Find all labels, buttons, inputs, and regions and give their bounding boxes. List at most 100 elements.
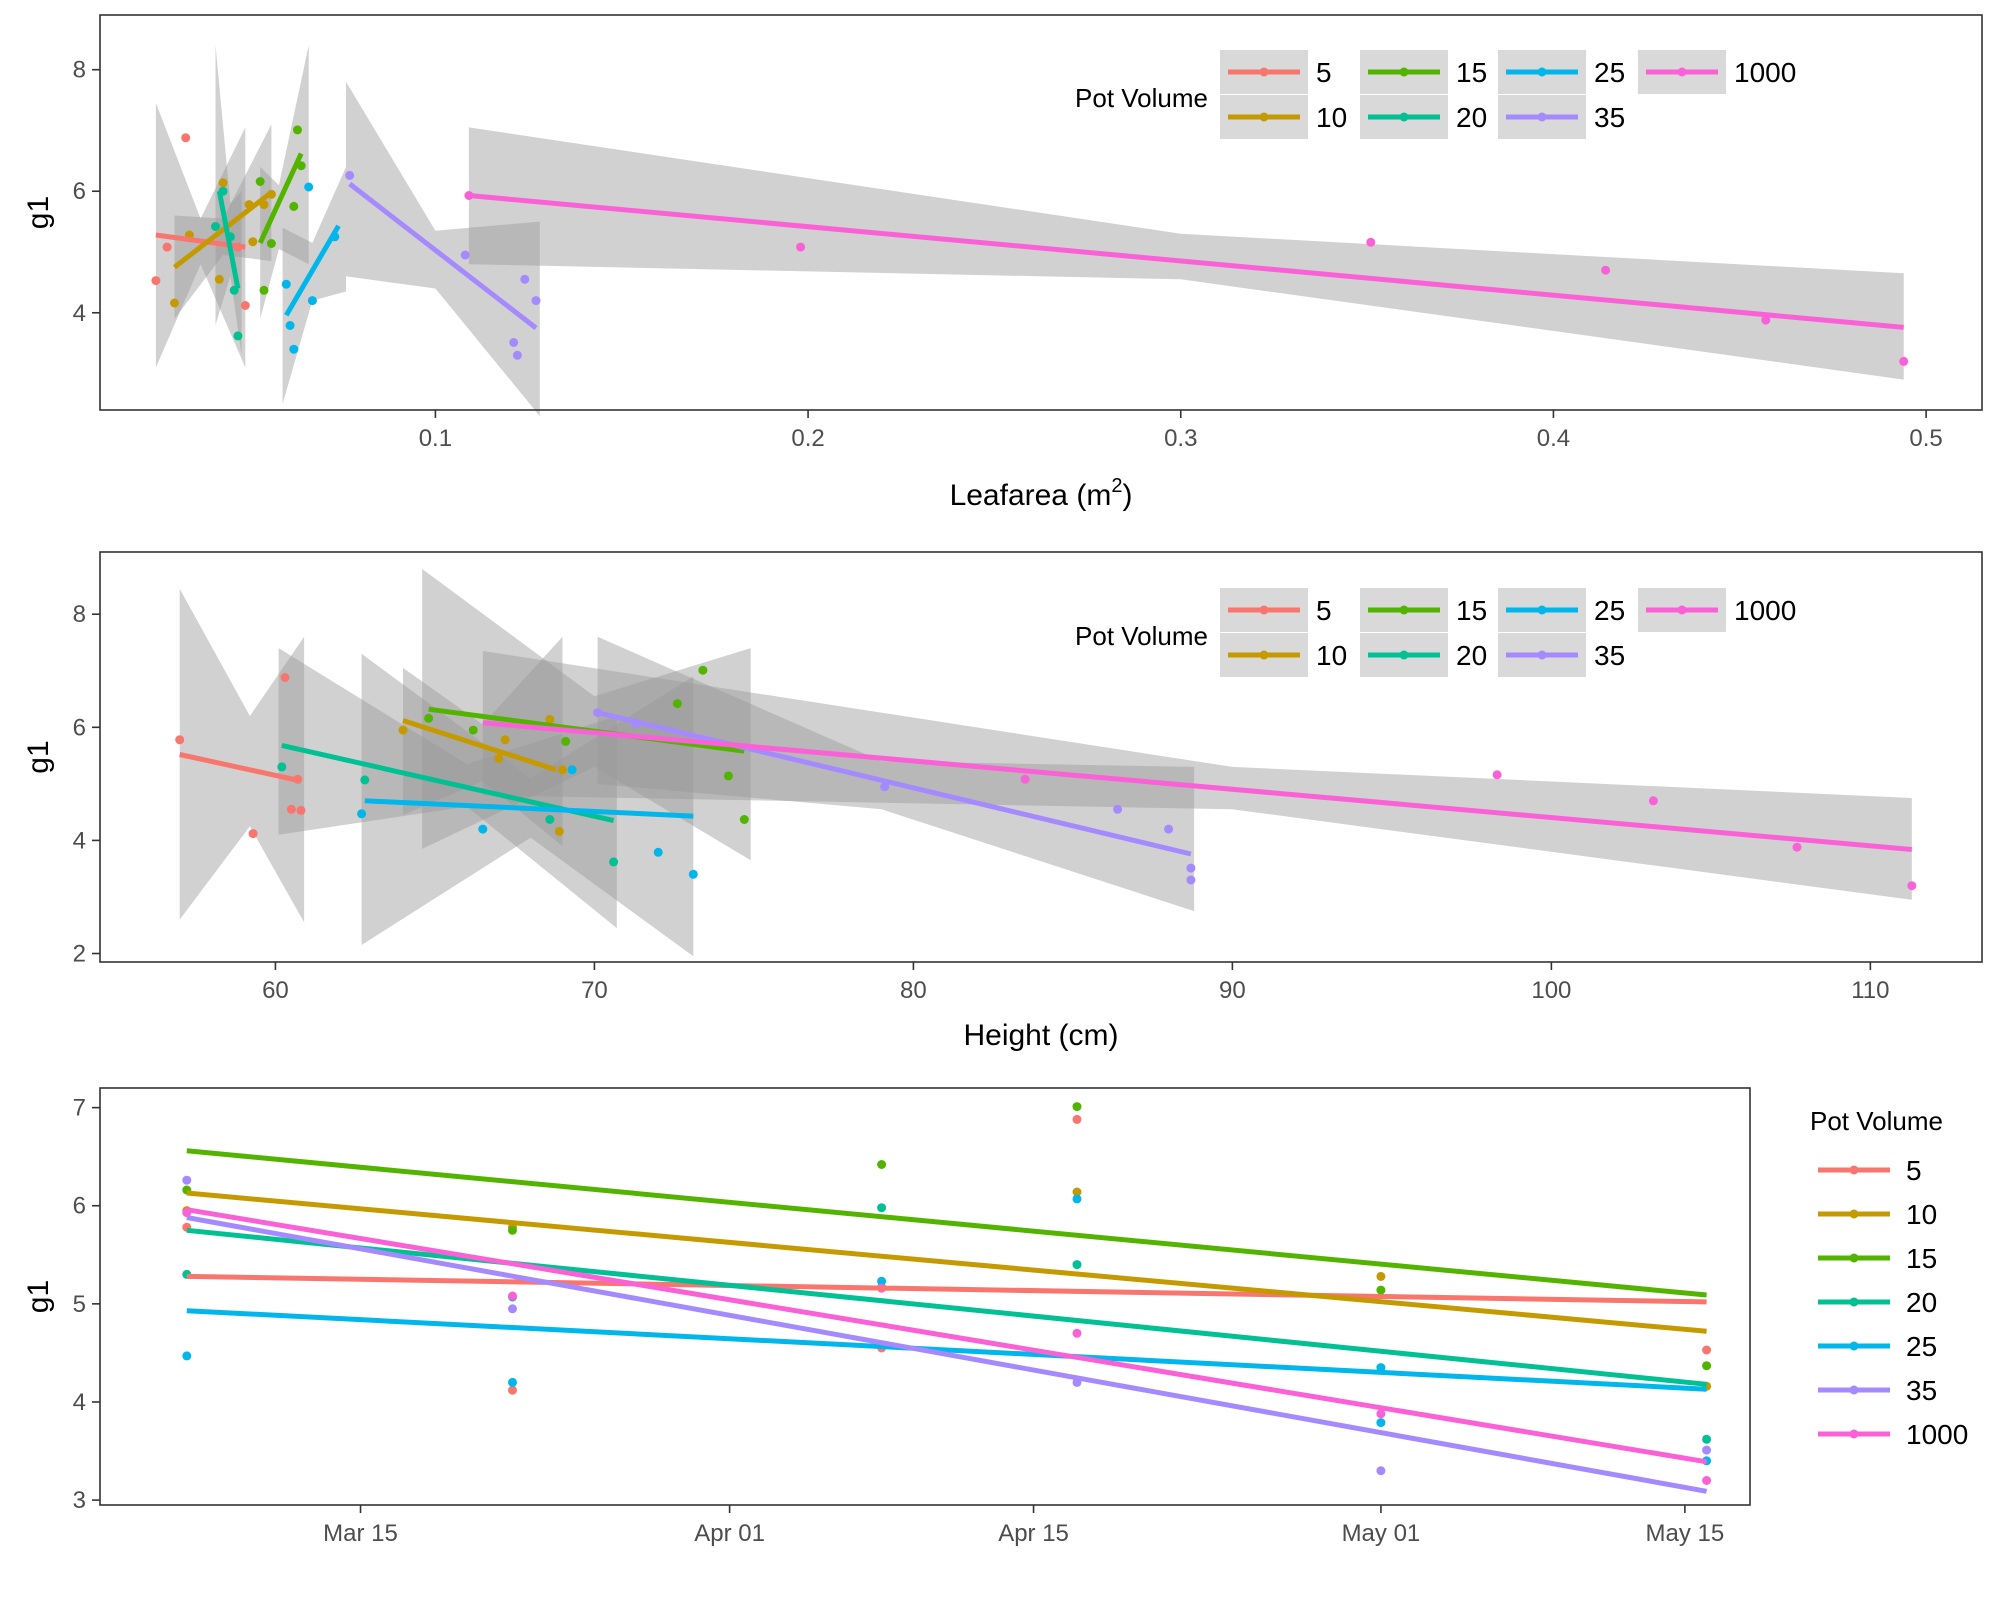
data-point-15 [1702, 1361, 1712, 1371]
legend-label-20: 20 [1906, 1287, 1937, 1318]
data-point-35 [520, 274, 530, 284]
legend-label-35: 35 [1906, 1375, 1937, 1406]
legend-key-point-20 [1849, 1297, 1859, 1307]
data-point-25 [182, 1351, 192, 1361]
data-point-10 [1072, 1187, 1082, 1197]
data-point-1000 [1648, 796, 1658, 806]
legend-key-point-20 [1399, 112, 1409, 122]
data-point-10 [494, 753, 504, 763]
y-tick-label: 4 [73, 300, 86, 327]
x-tick-label: May 01 [1342, 1520, 1421, 1547]
legend-label-20: 20 [1456, 102, 1487, 133]
legend-key-point-1000 [1677, 605, 1687, 615]
data-point-15 [468, 725, 478, 735]
data-point-10 [170, 298, 179, 308]
data-point-20 [545, 815, 555, 824]
data-point-35 [1113, 804, 1123, 814]
legend-label-25: 25 [1594, 595, 1625, 626]
legend-label-1000: 1000 [1734, 57, 1796, 88]
confidence-band-25 [282, 166, 346, 404]
legend-label-35: 35 [1594, 640, 1625, 671]
y-axis-title: g1 [22, 740, 55, 773]
data-point-5 [248, 829, 258, 839]
data-point-25 [877, 1276, 887, 1286]
data-point-10 [1376, 1271, 1386, 1281]
legend-label-5: 5 [1316, 595, 1332, 626]
data-point-35 [1186, 863, 1196, 873]
legend-key-point-35 [1849, 1385, 1859, 1395]
legend-title: Pot Volume [1075, 83, 1208, 113]
data-point-15 [266, 239, 276, 248]
data-point-15 [877, 1160, 887, 1169]
x-axis-title-end: ) [1122, 479, 1132, 512]
x-tick-label: 0.1 [419, 425, 452, 452]
data-point-15 [255, 177, 265, 186]
x-tick-label: 110 [1851, 977, 1889, 1004]
legend-label-25: 25 [1594, 57, 1625, 88]
fit-line-10 [172, 190, 273, 270]
fit-line-15 [186, 1148, 1707, 1298]
legend-key-point-15 [1399, 605, 1409, 615]
legend: Pot Volume 5 10 15 20 25 35 1000 [1075, 588, 1796, 677]
legend-key-point-35 [1537, 112, 1547, 122]
confidence-band-35 [597, 636, 1195, 912]
legend-key-point-10 [1849, 1209, 1859, 1219]
x-tick-label: Apr 15 [998, 1520, 1069, 1547]
legend-key-point-5 [1259, 67, 1269, 77]
confidence-band-15 [422, 569, 751, 861]
data-point-20 [233, 331, 243, 341]
legend-key-point-25 [1849, 1341, 1859, 1351]
data-point-5 [151, 276, 161, 286]
data-point-15 [698, 665, 708, 675]
data-point-35 [508, 1304, 517, 1314]
legend-label-35: 35 [1594, 102, 1625, 133]
data-point-35 [1164, 824, 1174, 834]
data-point-1000 [1899, 356, 1909, 366]
legend-label-1000: 1000 [1906, 1419, 1968, 1450]
data-point-25 [653, 847, 663, 857]
data-point-15 [259, 285, 269, 295]
legend-key-point-10 [1259, 650, 1269, 660]
legend: Pot Volume 5 10 15 20 25 35 1000 [1075, 50, 1796, 139]
data-point-5 [240, 301, 250, 310]
confidence-band-15 [260, 45, 309, 319]
data-point-20 [360, 775, 370, 785]
data-point-35 [512, 350, 522, 360]
data-point-25 [1072, 1194, 1082, 1204]
legend-label-10: 10 [1316, 102, 1347, 133]
legend-label-1000: 1000 [1734, 595, 1796, 626]
legend-key-point-15 [1399, 67, 1409, 77]
data-point-5 [162, 242, 172, 252]
data-point-10 [554, 826, 564, 836]
data-point-20 [877, 1203, 887, 1213]
confidence-band-5 [179, 588, 305, 923]
data-point-35 [1702, 1445, 1712, 1455]
y-tick-label: 6 [73, 714, 86, 741]
x-tick-label: 70 [581, 977, 608, 1004]
x-tick-label: 100 [1531, 977, 1571, 1004]
panel-frame [99, 1087, 1751, 1506]
data-point-5 [280, 673, 290, 682]
data-point-35 [1186, 875, 1196, 885]
confidence-band-1000 [468, 127, 1904, 380]
legend-label-10: 10 [1316, 640, 1347, 671]
data-point-25 [281, 279, 291, 289]
y-tick-label: 4 [73, 827, 86, 854]
data-point-10 [545, 714, 555, 724]
legend-key-point-25 [1537, 67, 1547, 77]
legend-key-point-35 [1537, 650, 1547, 660]
legend-key-point-1000 [1849, 1429, 1859, 1439]
fit-line-5 [186, 1273, 1707, 1305]
data-point-15 [508, 1225, 517, 1235]
legend-key-point-15 [1849, 1253, 1859, 1263]
x-tick-label: 90 [1219, 977, 1246, 1004]
fit-line-35 [597, 710, 1192, 857]
fit-line-25 [364, 798, 694, 819]
data-point-15 [1376, 1285, 1386, 1295]
data-point-5 [286, 804, 296, 814]
data-point-35 [880, 782, 890, 792]
y-tick-label: 7 [73, 1095, 86, 1122]
legend-key-point-10 [1259, 112, 1269, 122]
data-point-20 [277, 762, 287, 772]
data-point-1000 [1072, 1328, 1082, 1338]
